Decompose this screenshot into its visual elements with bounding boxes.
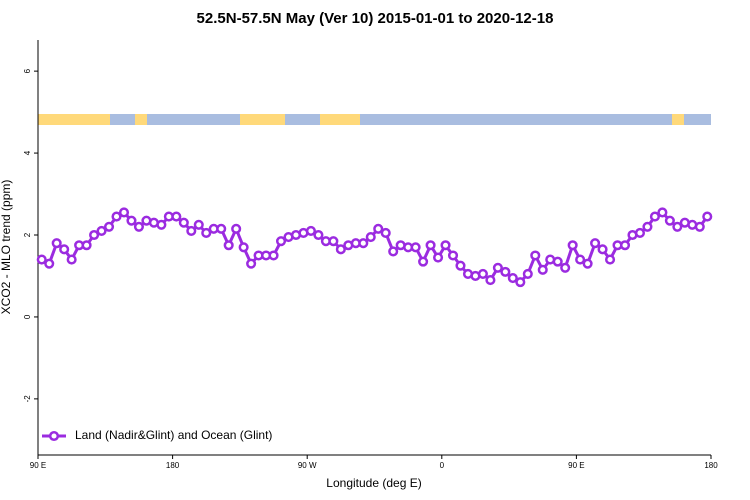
x-tick-label: 180 <box>704 461 718 470</box>
point <box>328 236 339 247</box>
point <box>515 277 526 288</box>
point <box>66 254 77 265</box>
point <box>51 238 62 249</box>
legend-label: Land (Nadir&Glint) and Ocean (Glint) <box>75 428 272 442</box>
point <box>305 225 316 236</box>
point <box>44 258 55 269</box>
point <box>313 229 324 241</box>
x-tick-label: 90 W <box>298 461 317 470</box>
point <box>649 211 660 222</box>
point <box>133 221 144 232</box>
y-axis-label: XCO2 - MLO trend (ppm) <box>0 180 13 315</box>
point <box>186 225 197 236</box>
point <box>447 250 459 261</box>
chart-title: 52.5N-57.5N May (Ver 10) 2015-01-01 to 2… <box>197 10 554 27</box>
point <box>358 238 369 249</box>
point <box>231 223 242 234</box>
point <box>500 266 511 277</box>
point <box>373 223 384 234</box>
legend-marker <box>48 430 60 442</box>
point <box>223 240 234 251</box>
point <box>575 254 586 265</box>
point <box>96 225 107 236</box>
point <box>530 250 541 261</box>
point <box>485 275 496 286</box>
point <box>455 260 466 271</box>
point <box>238 242 249 253</box>
point <box>567 240 578 251</box>
y-tick-label: 2 <box>23 232 32 237</box>
point <box>605 254 616 265</box>
point <box>672 221 683 232</box>
point <box>126 215 137 226</box>
point <box>552 256 563 267</box>
land-ocean-strip <box>38 114 711 125</box>
point <box>193 219 204 230</box>
point <box>118 207 130 218</box>
point <box>642 221 653 232</box>
point <box>425 240 436 251</box>
point <box>81 240 92 251</box>
y-tick-label: -2 <box>23 395 32 403</box>
point <box>664 215 675 226</box>
point <box>89 229 100 241</box>
point <box>560 262 571 273</box>
point <box>440 240 451 251</box>
point <box>246 258 257 269</box>
point <box>365 232 376 243</box>
x-tick-label: 90 E <box>30 461 46 470</box>
y-tick-label: 0 <box>23 314 32 319</box>
point <box>216 223 227 234</box>
point <box>36 254 47 265</box>
point <box>492 262 503 273</box>
point <box>418 256 429 267</box>
point <box>634 227 646 239</box>
point <box>522 268 533 279</box>
x-tick-label: 0 <box>440 461 445 470</box>
point <box>597 244 608 255</box>
point <box>507 272 518 284</box>
point <box>111 211 122 222</box>
point <box>388 246 399 257</box>
point <box>335 244 346 255</box>
point <box>380 227 391 239</box>
x-tick-label: 90 E <box>568 461 584 470</box>
point <box>702 211 713 222</box>
point <box>275 236 287 247</box>
point <box>268 250 279 261</box>
point <box>619 240 631 251</box>
point <box>178 217 189 228</box>
point <box>433 252 444 263</box>
x-axis-label: Longitude (deg E) <box>326 476 421 490</box>
point <box>103 221 115 232</box>
point <box>156 219 167 230</box>
point <box>590 238 601 249</box>
point <box>537 264 548 275</box>
point <box>171 211 182 222</box>
point <box>201 227 212 239</box>
y-tick-label: 4 <box>23 150 32 155</box>
y-tick-label: 6 <box>23 68 32 73</box>
x-tick-label: 180 <box>166 461 180 470</box>
point <box>657 207 668 218</box>
point <box>582 258 593 269</box>
point <box>59 244 70 255</box>
point <box>694 221 705 232</box>
point <box>410 242 421 253</box>
point <box>477 268 488 279</box>
